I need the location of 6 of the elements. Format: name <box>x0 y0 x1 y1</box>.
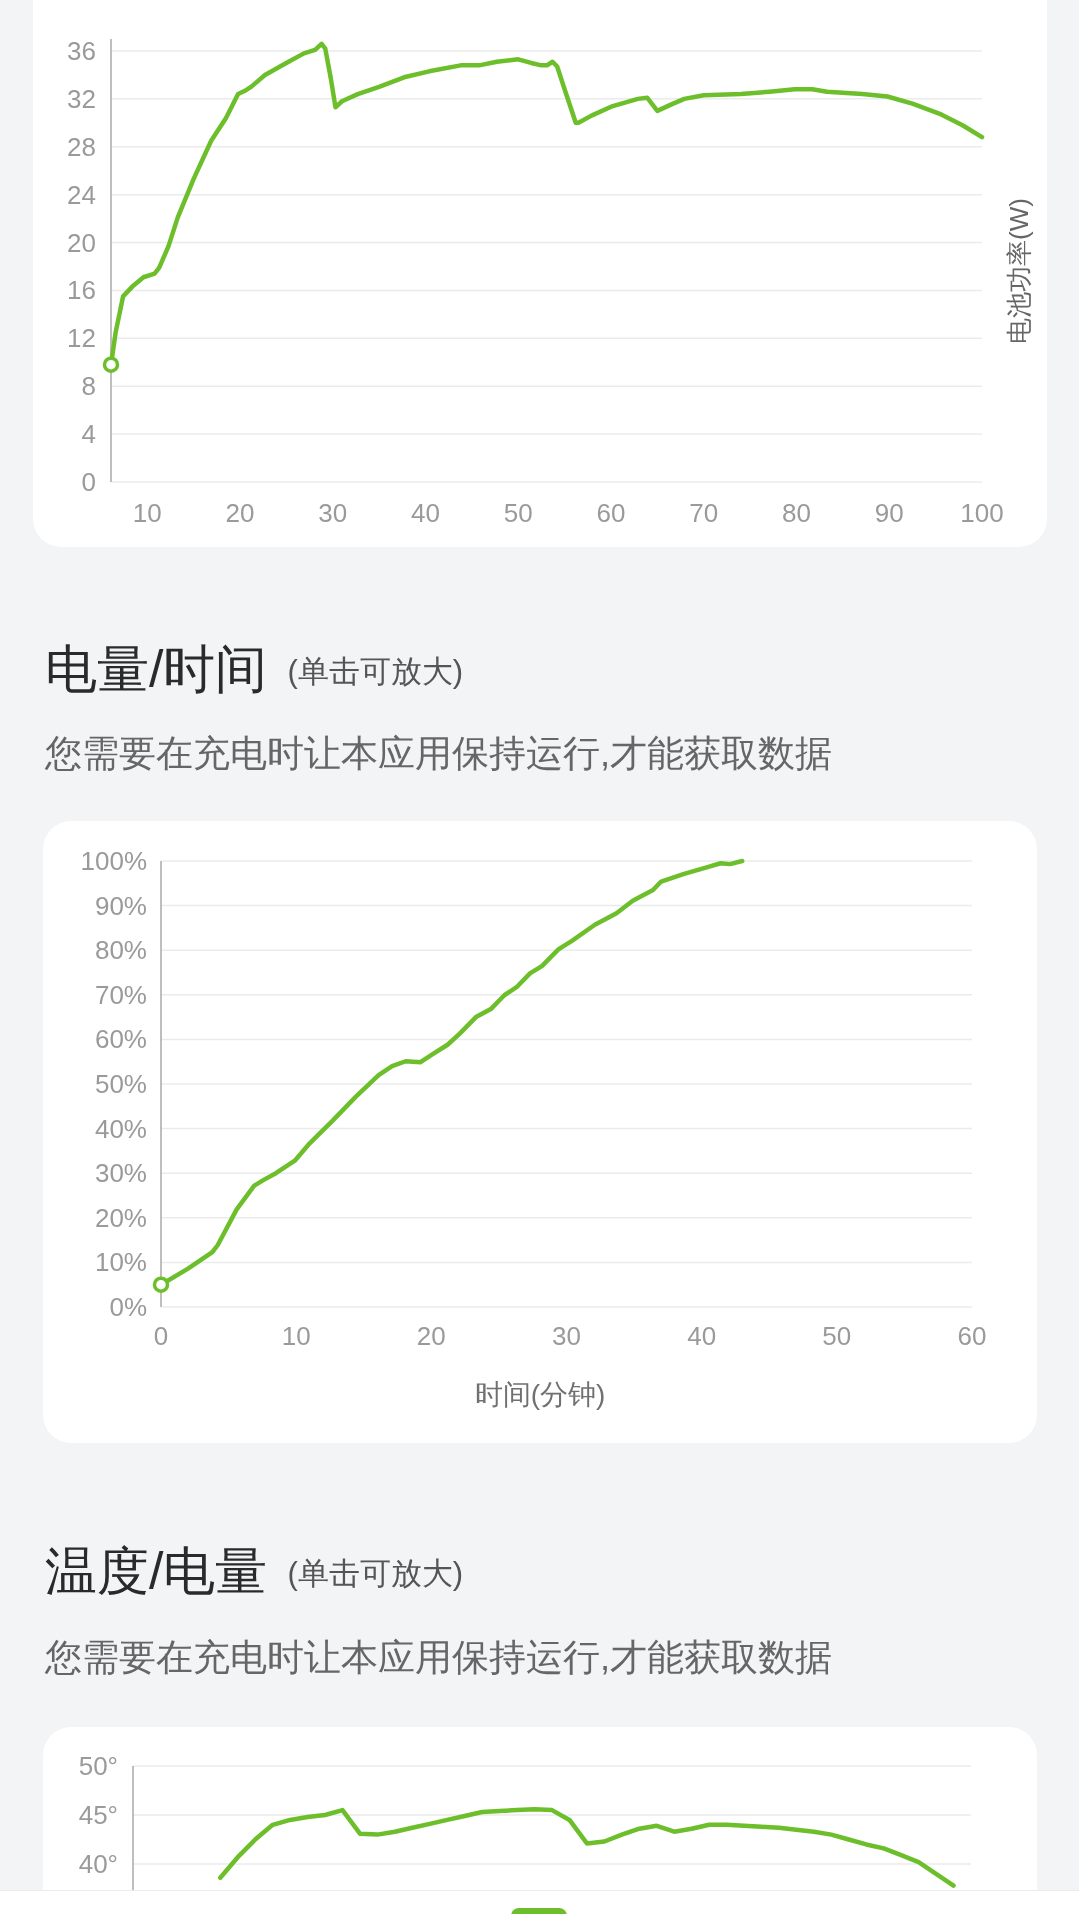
annotation: (单击可放大) <box>287 1555 464 1591</box>
annotation: (单击可放大) <box>287 653 464 689</box>
title: 温度/电量 <box>45 1542 268 1600</box>
title: 电量/时间 <box>45 640 268 698</box>
subtitle: 您需要在充电时让本应用保持运行,才能获取数据 <box>45 1636 833 1678</box>
subtitle: 您需要在充电时让本应用保持运行,才能获取数据 <box>45 732 833 774</box>
